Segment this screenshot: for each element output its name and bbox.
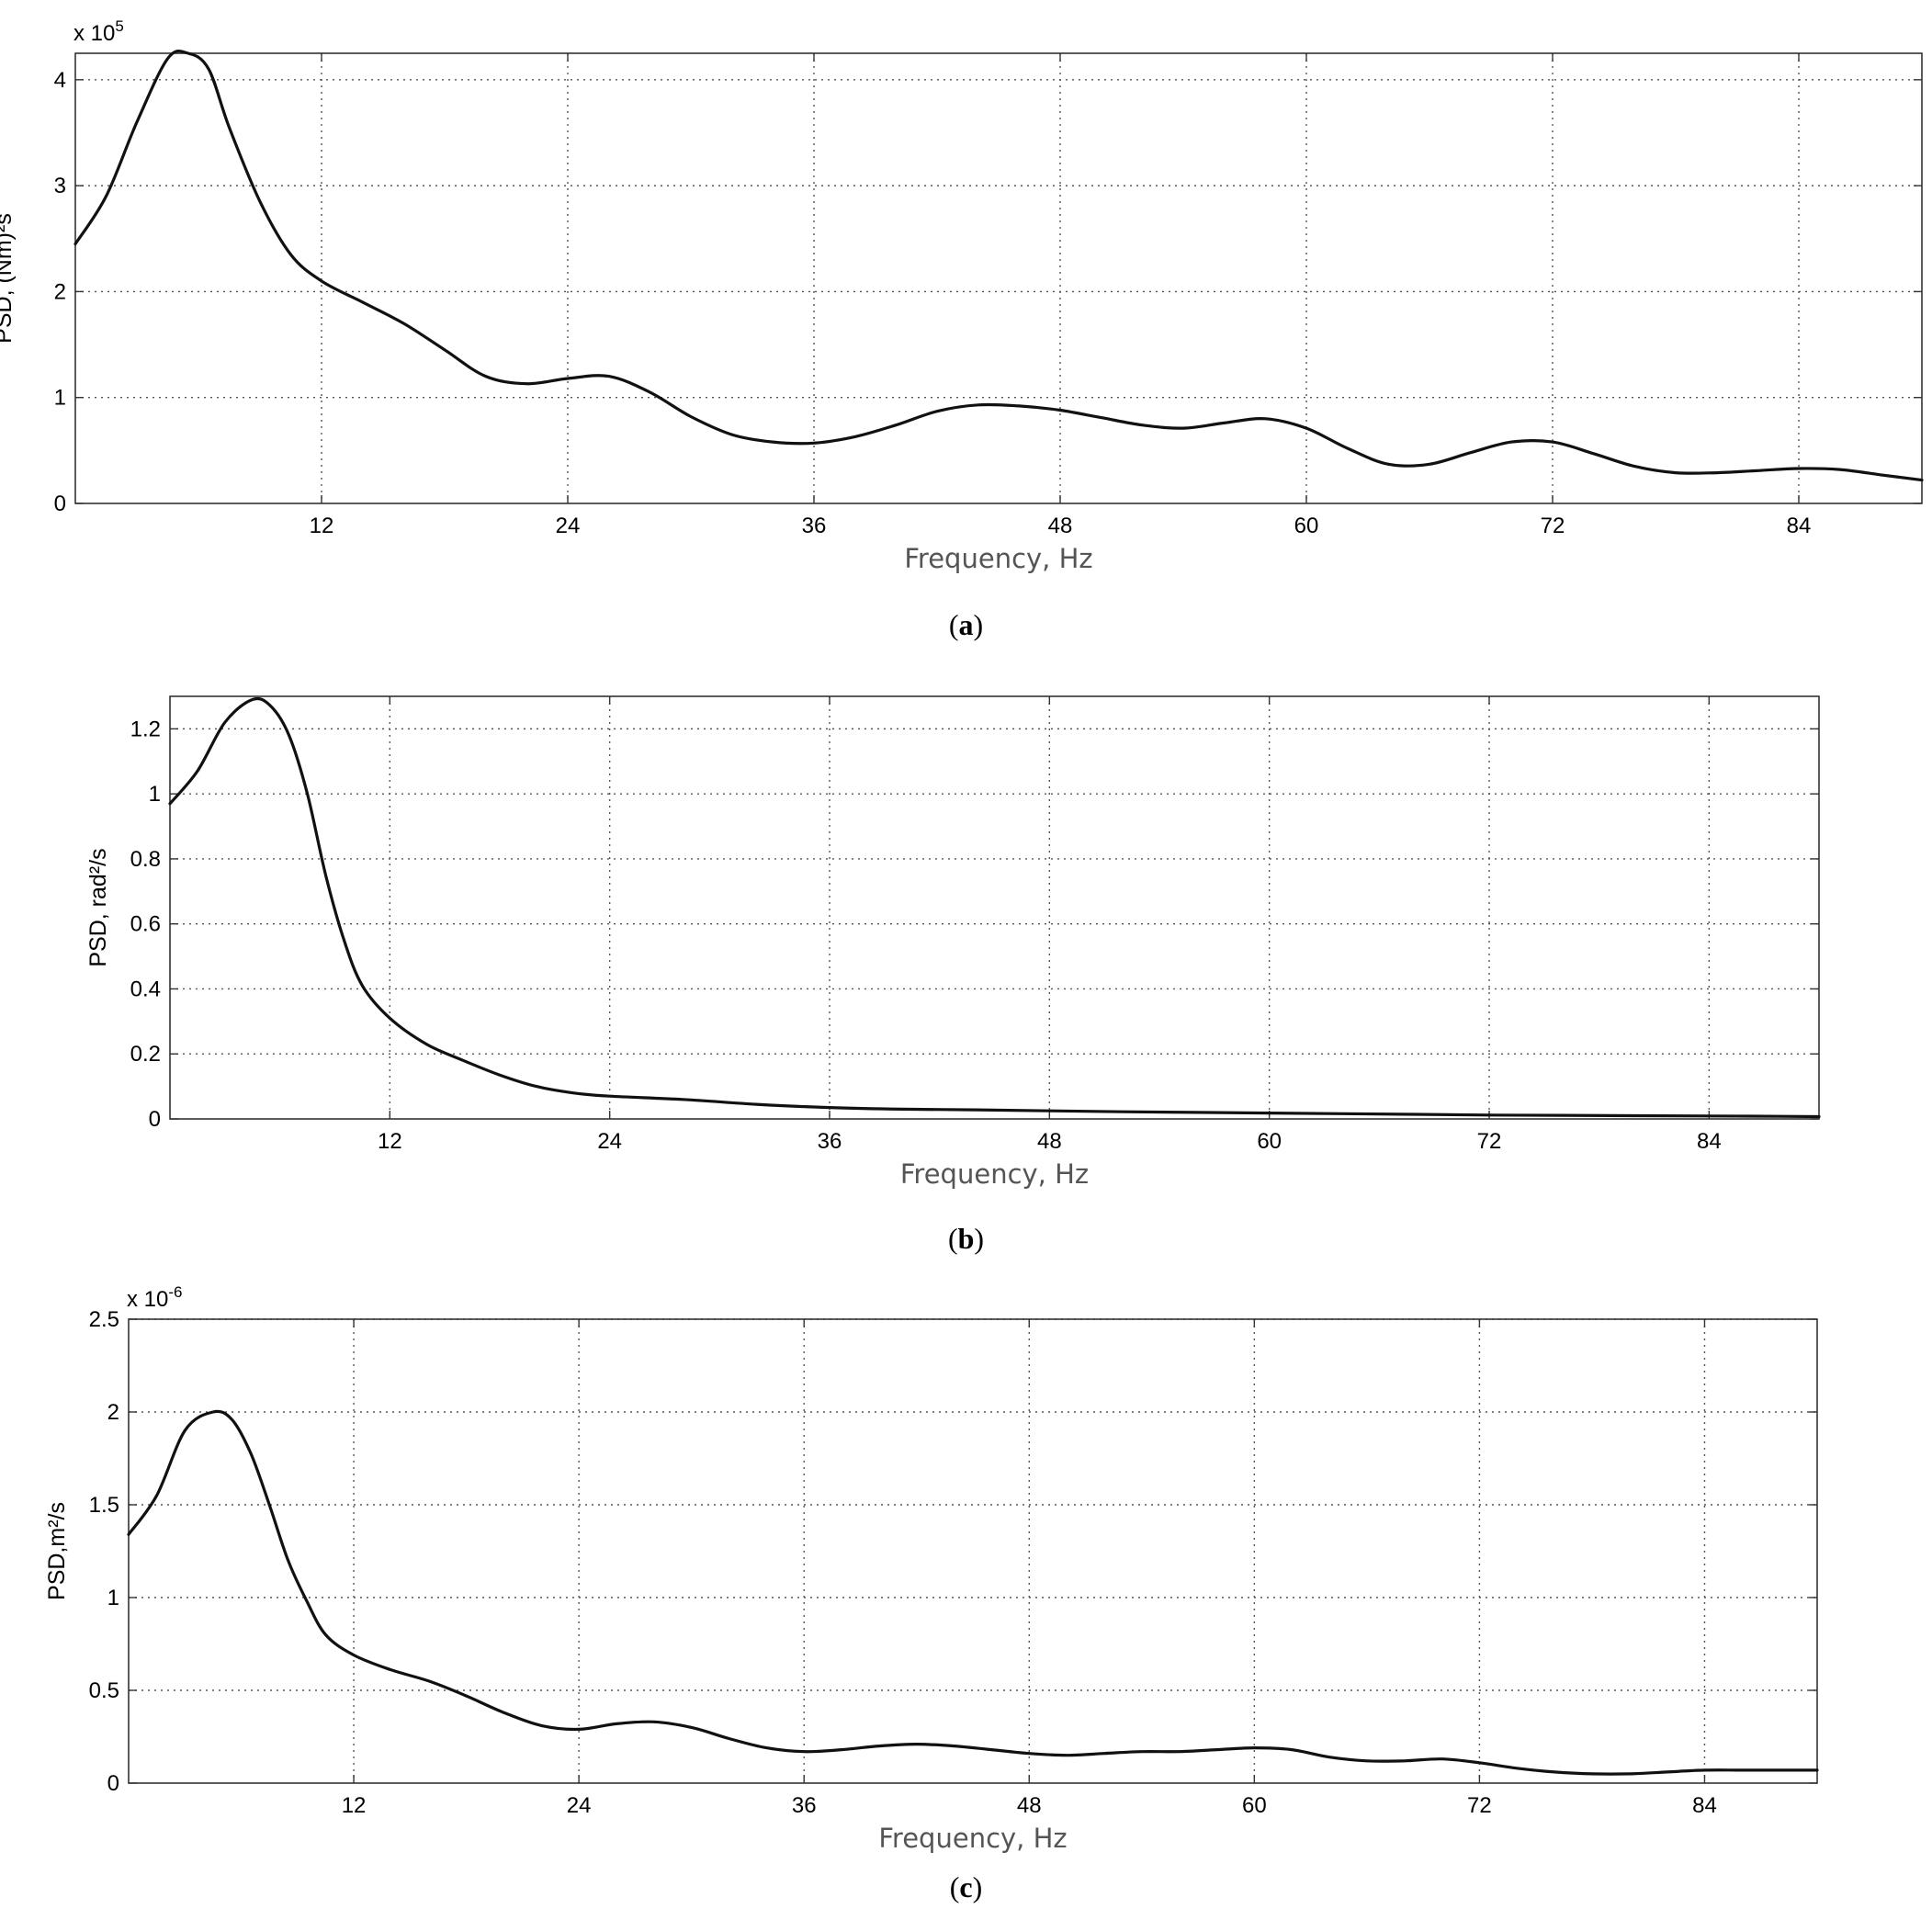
- y-tick-label-b: 0.8: [130, 847, 161, 872]
- caption-b: (b): [947, 1222, 985, 1255]
- x-tick-label-a: 12: [310, 514, 334, 538]
- y-axis-label-a: PSD, (Nm)²s: [0, 213, 17, 344]
- y-tick-label-b: 0.2: [130, 1042, 161, 1067]
- caption-c: (c): [949, 1870, 983, 1903]
- y-multiplier-exponent-c: -6: [168, 1283, 182, 1301]
- caption-a-label: a: [958, 608, 974, 641]
- y-tick-label-b: 0: [149, 1107, 161, 1132]
- x-tick-label-c: 48: [1017, 1793, 1042, 1818]
- y-tick-label-c: 0: [107, 1771, 119, 1796]
- x-tick-label-a: 60: [1294, 514, 1319, 538]
- x-tick-label-b: 84: [1697, 1129, 1722, 1154]
- x-tick-label-a: 84: [1787, 514, 1812, 538]
- x-tick-label-a: 24: [556, 514, 581, 538]
- y-tick-label-c: 2: [107, 1400, 119, 1425]
- y-tick-label-b: 1: [149, 782, 161, 807]
- y-multiplier-exponent-a: 5: [115, 17, 123, 35]
- y-multiplier-c: x 10-6: [127, 1283, 183, 1312]
- y-tick-label-a: 4: [54, 68, 66, 93]
- y-tick-label-b: 0.4: [130, 977, 161, 1001]
- x-axis-label-a: Frequency, Hz: [904, 543, 1092, 574]
- x-tick-label-b: 72: [1477, 1129, 1502, 1154]
- x-tick-label-c: 72: [1467, 1793, 1492, 1818]
- psd-curve-a: [73, 49, 1924, 482]
- y-axis-label-c: PSD,m²/s: [44, 1502, 70, 1600]
- caption-b-label: b: [957, 1222, 975, 1255]
- x-tick-label-b: 12: [378, 1129, 402, 1154]
- y-tick-label-a: 0: [54, 491, 66, 516]
- plot-area-b: [169, 695, 1820, 1120]
- x-axis-label-c: Frequency, Hz: [878, 1823, 1067, 1854]
- y-tick-label-b: 0.6: [130, 912, 161, 937]
- chart-panel-a: 12 24 36 48 60 72 84 0 1 2 3 4 x 105 Frequency, Hz PSD…: [0, 0, 1932, 643]
- y-axis-label-b: PSD, rad²/s: [85, 848, 111, 966]
- chart-panel-b: 12 24 36 48 60 72 84 0 0.2 0.4 0.6 0.8 1 1.2 Frequency…: [85, 695, 1821, 1255]
- x-tick-label-b: 36: [818, 1129, 842, 1154]
- y-tick-label-c: 1.5: [89, 1493, 119, 1518]
- plot-area-c: [128, 1318, 1818, 1784]
- y-tick-label-a: 2: [54, 279, 66, 304]
- y-tick-label-a: 1: [54, 386, 66, 411]
- psd-curve-b: [168, 696, 1821, 1119]
- x-tick-label-a: 36: [802, 514, 827, 538]
- x-tick-label-c: 60: [1242, 1793, 1267, 1818]
- x-axis-label-b: Frequency, Hz: [900, 1158, 1089, 1190]
- y-tick-label-c: 1: [107, 1586, 119, 1610]
- x-tick-label-a: 48: [1048, 514, 1073, 538]
- x-tick-label-c: 84: [1692, 1793, 1717, 1818]
- x-tick-label-b: 60: [1257, 1129, 1282, 1154]
- chart-b: 12 24 36 48 60 72 84 0 0.2 0.4 0.6 0.8 1 1.2 Frequency…: [85, 695, 1821, 1190]
- plot-area-a: [74, 52, 1923, 504]
- y-tick-label-c: 0.5: [89, 1678, 119, 1703]
- caption-a: (a): [948, 608, 984, 641]
- x-tick-label-a: 72: [1541, 514, 1565, 538]
- x-tick-label-c: 24: [567, 1793, 592, 1818]
- x-tick-label-c: 12: [342, 1793, 367, 1818]
- y-tick-label-b: 1.2: [130, 717, 161, 741]
- x-tick-label-c: 36: [792, 1793, 817, 1818]
- chart-c: 12 24 36 48 60 72 84 0 0.5 1 1.5 2 2.5 x 10-6 Frequenc…: [44, 1283, 1819, 1854]
- y-tick-label-a: 3: [54, 174, 66, 198]
- psd-curve-c: [127, 1409, 1819, 1776]
- caption-c-label: c: [959, 1870, 973, 1903]
- x-tick-label-b: 24: [597, 1129, 622, 1154]
- x-tick-label-b: 48: [1037, 1129, 1062, 1154]
- y-tick-label-c: 2.5: [89, 1307, 119, 1332]
